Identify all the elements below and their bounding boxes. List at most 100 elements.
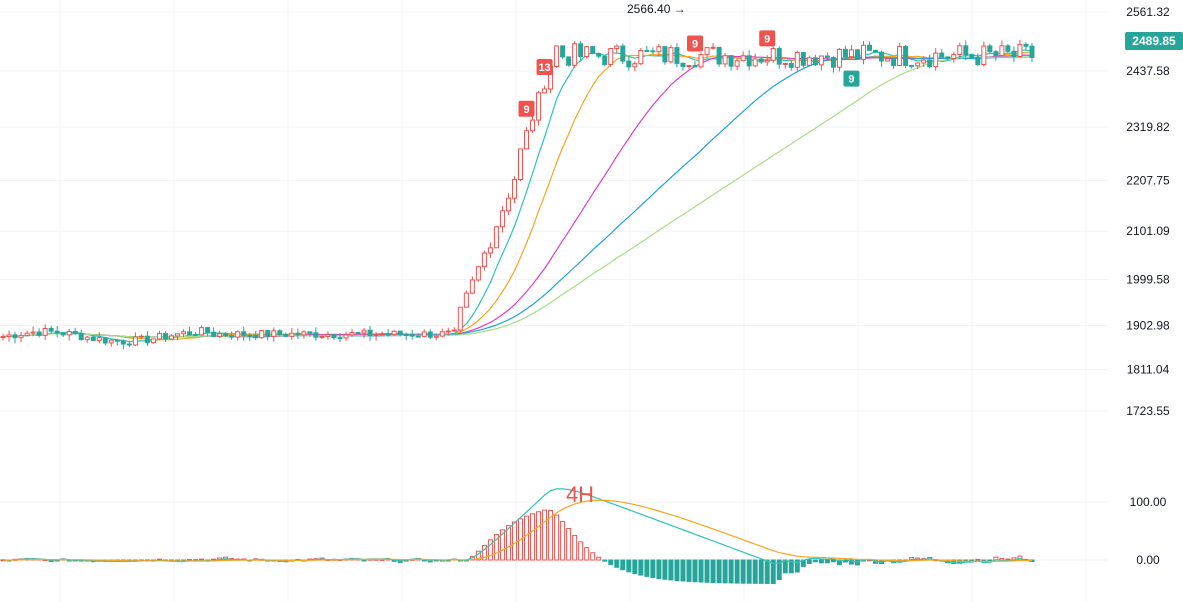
- td-marker-badge: [536, 58, 553, 75]
- candle-body: [933, 52, 939, 68]
- candle-body: [307, 331, 313, 334]
- candle-body: [30, 331, 36, 334]
- candle-body: [150, 338, 156, 344]
- td-marker-badge: [759, 30, 776, 47]
- price-tick-label: 2561.32: [1126, 5, 1170, 19]
- td-markers: 9 13 9 9 9: [518, 30, 860, 117]
- macd-histogram-bar: [812, 559, 818, 563]
- candle-body: [331, 334, 337, 339]
- macd-histogram-bar: [554, 514, 560, 561]
- moving-average-line: [2, 56, 1033, 338]
- moving-average-line: [2, 54, 1033, 338]
- candle-body: [915, 62, 921, 67]
- candle-body: [734, 60, 740, 67]
- candle-body: [836, 48, 842, 68]
- candle-body: [590, 46, 596, 54]
- macd-histogram-bar: [638, 559, 644, 576]
- candle-body: [584, 46, 590, 58]
- candle-body: [132, 336, 138, 346]
- candle-body: [433, 335, 439, 338]
- candle-body: [981, 45, 987, 66]
- candle-body: [12, 334, 18, 339]
- candle-body: [1017, 43, 1023, 57]
- candle-body: [325, 334, 331, 337]
- candle-body: [975, 56, 981, 66]
- candle-body: [963, 45, 969, 56]
- candle-body: [175, 333, 181, 337]
- candle-body: [469, 279, 475, 294]
- price-tick-label: 2207.75: [1126, 173, 1170, 187]
- candle-body: [499, 210, 505, 228]
- candle-body: [1023, 43, 1029, 47]
- candle-body: [788, 62, 794, 68]
- candle-body: [722, 55, 728, 65]
- candle-body: [481, 252, 487, 268]
- candle-body: [367, 329, 373, 337]
- candle-body: [716, 46, 722, 65]
- candle-body: [385, 333, 391, 336]
- candle-body: [969, 54, 975, 58]
- candle-body: [403, 334, 409, 337]
- candle-body: [999, 45, 1005, 57]
- macd-histogram-bar: [770, 559, 776, 584]
- candle-body: [24, 332, 30, 337]
- macd-histogram-bar: [704, 559, 710, 583]
- candle-body: [379, 333, 385, 336]
- candle-body: [704, 47, 710, 56]
- macd-histogram-bar: [608, 559, 614, 565]
- candle-body: [463, 292, 469, 308]
- candle-body: [740, 55, 746, 62]
- candle-body: [800, 52, 806, 66]
- macd-histogram-bar: [487, 539, 493, 561]
- candle-body: [752, 58, 758, 67]
- candle-body: [48, 327, 54, 332]
- last-price-badge: [1125, 32, 1183, 50]
- candle-body: [668, 47, 674, 63]
- candle-body: [566, 56, 572, 66]
- candle-body: [199, 327, 205, 336]
- candle-body: [259, 329, 265, 339]
- candle-body: [313, 332, 319, 338]
- candle-body: [144, 335, 150, 344]
- moving-average-line: [2, 51, 1032, 341]
- price-tick-label: 1999.58: [1126, 273, 1170, 287]
- td-marker-label: 9: [848, 74, 854, 86]
- price-tick-label: 1723.55: [1126, 404, 1170, 418]
- candle-body: [758, 58, 764, 63]
- candle-body: [909, 64, 915, 67]
- td-marker-badge: [843, 70, 860, 87]
- candle-body: [229, 335, 235, 338]
- candle-body: [957, 45, 963, 56]
- last-price-tag[interactable]: 2489.85: [1125, 32, 1183, 50]
- candle-body: [409, 334, 415, 337]
- candle-body: [108, 339, 114, 344]
- macd-histogram-bar: [602, 559, 608, 562]
- candle-body: [644, 50, 650, 53]
- macd-histogram-bar: [668, 559, 674, 581]
- candle-body: [355, 332, 361, 335]
- macd-histogram-bar: [548, 509, 554, 561]
- candle-body: [217, 333, 223, 337]
- candle-body: [114, 339, 120, 342]
- candle-body: [536, 92, 542, 121]
- macd-histogram-bar: [680, 559, 686, 582]
- candle-body: [602, 55, 608, 65]
- macd-histogram-bar: [662, 559, 668, 580]
- td-marker-badge: [518, 100, 535, 117]
- macd-histogram-bar: [830, 559, 836, 563]
- macd-histogram-bar: [505, 525, 511, 561]
- td-marker-label: 9: [692, 38, 698, 50]
- candle-body: [921, 59, 927, 64]
- price-axis: 2561.32 2437.58 2319.82 2207.75 2101.09 1999.…: [1126, 5, 1170, 567]
- candle-body: [265, 329, 271, 337]
- candle-body: [361, 329, 367, 334]
- candle-body: [391, 330, 397, 336]
- candle-body: [319, 335, 325, 338]
- macd-dea-line: [3, 499, 1033, 563]
- macd-histogram-bar: [361, 559, 367, 562]
- moving-average-line: [2, 49, 1033, 343]
- candle-body: [560, 45, 566, 58]
- macd-histogram-bar: [524, 515, 530, 561]
- macd-histogram-bar: [650, 559, 656, 578]
- candle-body: [511, 178, 517, 199]
